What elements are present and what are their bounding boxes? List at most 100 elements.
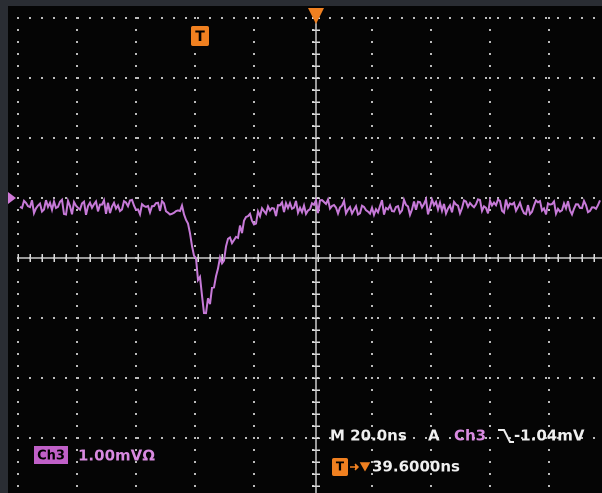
grid-dot — [41, 437, 43, 439]
grid-dot — [389, 317, 391, 319]
grid-dot — [377, 137, 379, 139]
grid-dot — [76, 269, 78, 271]
grid-dot — [353, 377, 355, 379]
grid-dot — [135, 377, 137, 379]
grid-dot — [233, 377, 235, 379]
grid-dot — [194, 245, 196, 247]
grid-dot — [548, 113, 550, 115]
grid-dot — [329, 197, 331, 199]
grid-dot — [305, 197, 307, 199]
grid-dot — [430, 305, 432, 307]
grid-dot — [17, 461, 19, 463]
grid-dot — [341, 377, 343, 379]
grid-dot — [209, 377, 211, 379]
grid-dot — [425, 437, 427, 439]
grid-dot — [485, 377, 487, 379]
grid-dot — [17, 89, 19, 91]
grid-dot — [135, 29, 137, 31]
grid-dot — [293, 437, 295, 439]
grid-dot — [548, 125, 550, 127]
grid-dot — [489, 329, 491, 331]
grid-dot — [137, 317, 139, 319]
timebase: M 20.0ns — [330, 427, 407, 445]
grid-dot — [548, 221, 550, 223]
grid-dot — [489, 413, 491, 415]
grid-dot — [194, 173, 196, 175]
grid-dot — [137, 137, 139, 139]
grid-dot — [509, 377, 511, 379]
grid-dot — [548, 77, 550, 79]
grid-dot — [489, 221, 491, 223]
grid-dot — [548, 233, 550, 235]
grid-dot — [371, 401, 373, 403]
grid-dot — [173, 377, 175, 379]
grid-dot — [17, 341, 19, 343]
grid-dot — [125, 437, 127, 439]
grid-dot — [194, 449, 196, 451]
grid-dot — [489, 245, 491, 247]
grid-dot — [245, 197, 247, 199]
grid-dot — [113, 377, 115, 379]
grid-dot — [371, 281, 373, 283]
grid-dot — [194, 353, 196, 355]
grid-dot — [41, 197, 43, 199]
grid-dot — [17, 413, 19, 415]
grid-dot — [489, 353, 491, 355]
grid-dot — [521, 77, 523, 79]
grid-dot — [489, 461, 491, 463]
grid-dot — [17, 137, 19, 139]
grid-dot — [489, 89, 491, 91]
grid-dot — [365, 377, 367, 379]
grid-dot — [149, 437, 151, 439]
grid-dot — [221, 437, 223, 439]
grid-dot — [449, 317, 451, 319]
grid-dot — [489, 377, 491, 379]
grid-dot — [473, 77, 475, 79]
grid-dot — [413, 137, 415, 139]
grid-dot — [489, 41, 491, 43]
grid-dot — [489, 173, 491, 175]
grid-dot — [593, 77, 595, 79]
grid-dot — [253, 17, 255, 19]
grid-dot — [194, 293, 196, 295]
grid-dot — [489, 17, 491, 19]
grid-dot — [101, 377, 103, 379]
grid-dot — [53, 17, 55, 19]
grid-dot — [401, 137, 403, 139]
grid-dot — [194, 473, 196, 475]
grid-dot — [161, 17, 163, 19]
grid-dot — [245, 77, 247, 79]
grid-dot — [305, 317, 307, 319]
grid-dot — [533, 137, 535, 139]
grid-dot — [135, 401, 137, 403]
grid-dot — [41, 77, 43, 79]
grid-dot — [253, 485, 255, 487]
grid-dot — [125, 77, 127, 79]
grid-dot — [17, 65, 19, 67]
grid-dot — [77, 77, 79, 79]
grid-dot — [581, 377, 583, 379]
grid-dot — [461, 197, 463, 199]
grid-dot — [65, 197, 67, 199]
grid-dot — [76, 185, 78, 187]
grid-dot — [253, 137, 255, 139]
grid-dot — [89, 137, 91, 139]
grid-dot — [137, 197, 139, 199]
grid-dot — [253, 185, 255, 187]
grid-dot — [485, 77, 487, 79]
grid-dot — [17, 17, 19, 19]
grid-dot — [135, 53, 137, 55]
grid-dot — [17, 293, 19, 295]
grid-dot — [194, 53, 196, 55]
grid-dot — [548, 413, 550, 415]
grid-dot — [77, 137, 79, 139]
grid-dot — [76, 389, 78, 391]
grid-dot — [17, 389, 19, 391]
grid-dot — [430, 53, 432, 55]
grid-dot — [17, 269, 19, 271]
grid-dot — [135, 365, 137, 367]
grid-dot — [253, 209, 255, 211]
grid-dot — [135, 125, 137, 127]
grid-dot — [548, 41, 550, 43]
grid-dot — [430, 245, 432, 247]
